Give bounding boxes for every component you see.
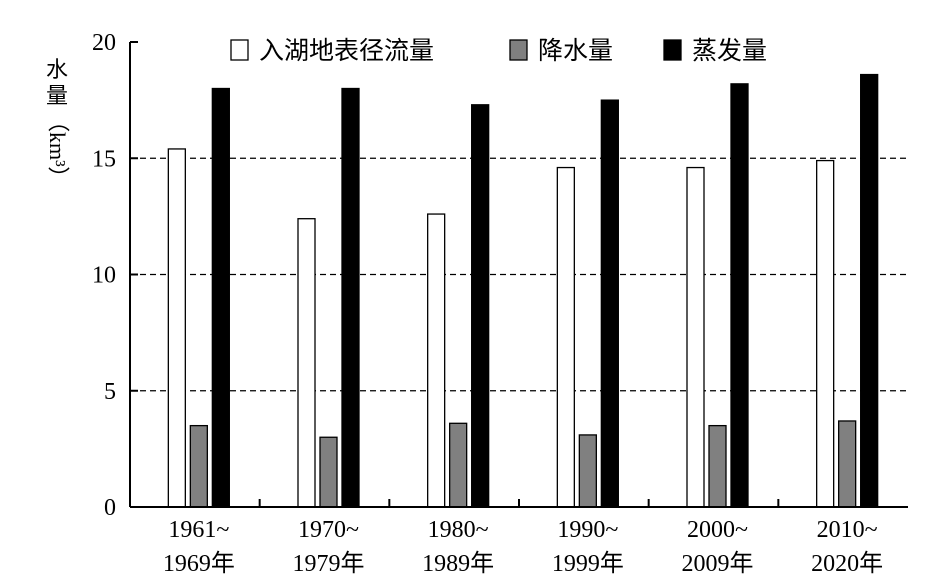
x-tick-label: 1969年: [163, 550, 235, 577]
x-tick-label: 1990~: [557, 517, 618, 543]
legend-swatch-1: [230, 39, 249, 61]
x-tick-label: 1970~: [298, 517, 359, 543]
tick-labels: 0 5 10 15 20 1961~ 1969年 1970~ 1979年 1980~ 1989年 19…: [92, 30, 883, 577]
bar-1-5: [686, 166, 705, 508]
bar-2-3: [449, 422, 468, 508]
x-tick-label: 2020年: [811, 550, 883, 577]
x-tick-label: 1989年: [422, 550, 494, 577]
bar-3-6: [860, 73, 879, 508]
bar-3-3: [471, 104, 490, 508]
bar-2-4: [578, 434, 597, 508]
bar-3-1: [211, 87, 230, 508]
legend-label-3: 蒸发量: [692, 36, 767, 65]
bars: [167, 73, 879, 508]
legend-label-2: 降水量: [538, 36, 613, 65]
x-tick-label: 2000~: [687, 517, 748, 543]
y-tick-label: 0: [104, 495, 116, 521]
y-tick-label: 20: [92, 30, 116, 56]
bar-1-3: [427, 213, 446, 508]
legend: 入湖地表径流量 降水量 蒸发量: [230, 36, 767, 65]
x-tick-label: 1999年: [552, 550, 624, 577]
grid-lines: [130, 157, 908, 392]
axes: [129, 41, 908, 508]
y-axis-unit: （km³）: [45, 110, 70, 189]
y-tick-label: 5: [104, 379, 116, 405]
bar-1-4: [556, 166, 575, 508]
x-tick-label: 2009年: [682, 550, 754, 577]
bar-2-1: [189, 424, 208, 508]
bar-2-5: [708, 424, 727, 508]
y-axis-label: 水 量 （km³）: [42, 58, 72, 196]
y-axis-label-char-1: 水: [45, 58, 68, 83]
bar-3-2: [341, 87, 360, 508]
bar-3-4: [600, 99, 619, 508]
bar-2-2: [319, 436, 338, 508]
x-tick-label: 1979年: [293, 550, 365, 577]
bar-3-5: [730, 83, 749, 508]
y-axis-label-char-2: 量: [45, 84, 68, 109]
legend-swatch-3: [663, 39, 682, 61]
bar-1-1: [167, 148, 186, 508]
bar-1-6: [816, 159, 835, 508]
x-tick-label: 1980~: [428, 517, 489, 543]
bar-2-6: [838, 420, 857, 508]
legend-label-1: 入湖地表径流量: [259, 36, 434, 65]
x-tick-label: 2010~: [817, 517, 878, 543]
bar-1-2: [297, 218, 316, 508]
x-tick-label: 1961~: [168, 517, 229, 543]
legend-swatch-2: [509, 39, 528, 61]
y-tick-label: 15: [92, 146, 116, 172]
y-tick-label: 10: [92, 263, 116, 289]
